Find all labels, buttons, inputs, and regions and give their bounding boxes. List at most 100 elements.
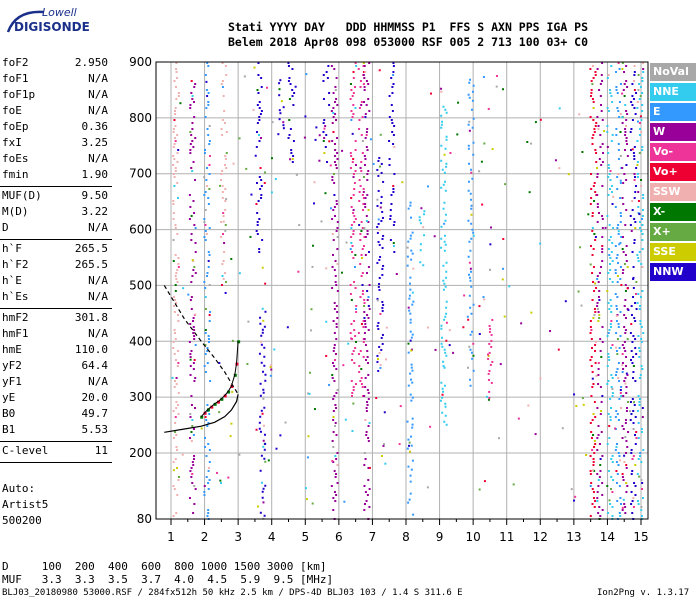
- echo-dot: [491, 318, 494, 321]
- echo-dot: [365, 131, 368, 133]
- echo-dot: [332, 446, 335, 448]
- echo-dot: [592, 107, 595, 109]
- echo-dot: [487, 378, 490, 381]
- echo-dot: [619, 311, 622, 313]
- echo-dot: [624, 382, 627, 385]
- echo-dot: [270, 368, 273, 371]
- echo-dot: [174, 110, 177, 112]
- echo-dot: [172, 131, 175, 133]
- echo-dot: [608, 239, 611, 241]
- param-row-foE: foE N/A: [0, 104, 112, 120]
- echo-dot: [173, 386, 176, 388]
- echo-dot: [452, 351, 455, 354]
- echo-dot: [223, 251, 226, 253]
- echo-dot: [593, 182, 596, 184]
- echo-dot: [610, 185, 613, 187]
- echo-dot: [636, 302, 639, 304]
- echo-dot: [470, 222, 473, 225]
- echo-dot: [630, 314, 633, 316]
- echo-dot: [632, 278, 635, 280]
- echo-dot: [380, 454, 383, 457]
- echo-dot: [618, 398, 621, 400]
- echo-dot: [633, 179, 636, 181]
- echo-dot: [207, 338, 210, 340]
- echo-dot: [291, 158, 294, 160]
- echo-dot: [359, 263, 362, 265]
- echo-dot: [232, 162, 235, 165]
- echo-dot: [360, 134, 363, 136]
- echo-dot: [593, 469, 596, 472]
- echo-dot: [639, 95, 642, 97]
- echo-dot: [624, 422, 627, 424]
- y-tick-label: 600: [129, 223, 152, 237]
- echo-dot: [192, 326, 195, 328]
- echo-dot: [591, 272, 594, 274]
- echo-dot: [335, 77, 338, 79]
- echo-dot: [617, 452, 620, 454]
- echo-dot: [592, 101, 595, 103]
- echo-dot: [617, 233, 620, 235]
- echo-dot: [190, 281, 193, 283]
- echo-dot: [594, 350, 597, 352]
- legend-item-x-minus: X-: [650, 203, 696, 221]
- echo-dot: [368, 110, 371, 112]
- echo-dot: [634, 434, 637, 436]
- echo-dot: [638, 251, 641, 253]
- echo-dot: [221, 80, 224, 82]
- auto-program: Artist5: [2, 498, 49, 511]
- parameter-panel: foF2 2.950 foF1 N/A foF1p N/A foE N/A foEp 0.…: [0, 56, 112, 465]
- echo-dot: [257, 62, 260, 64]
- echo-dot: [331, 287, 334, 289]
- echo-dot: [407, 465, 410, 468]
- echo-dot: [193, 503, 196, 505]
- echo-dot: [419, 222, 422, 225]
- echo-dot: [219, 184, 222, 187]
- echo-dot: [597, 434, 600, 436]
- echo-dot: [610, 311, 613, 313]
- echo-dot: [612, 227, 615, 229]
- echo-dot: [596, 497, 599, 499]
- echo-dot: [377, 218, 380, 221]
- echo-dot: [470, 198, 473, 201]
- echo-dot: [600, 410, 603, 412]
- echo-dot: [221, 62, 224, 64]
- echo-dot: [287, 80, 290, 82]
- echo-dot: [262, 424, 265, 427]
- echo-dot: [444, 414, 447, 417]
- echo-dot: [619, 155, 622, 157]
- echo-dot: [445, 135, 448, 138]
- echo-dot: [469, 333, 472, 336]
- echo-dot: [336, 482, 339, 484]
- echo-dot: [596, 116, 599, 118]
- echo-dot: [255, 182, 258, 184]
- echo-dot: [468, 96, 471, 99]
- echo-dot: [191, 275, 194, 277]
- echo-dot: [487, 107, 490, 110]
- echo-dot: [189, 152, 192, 154]
- echo-dot: [599, 458, 602, 460]
- echo-dot: [590, 95, 593, 97]
- echo-dot: [591, 212, 594, 214]
- echo-dot: [177, 197, 180, 199]
- echo-dot: [470, 207, 473, 210]
- echo-dot: [288, 119, 291, 121]
- echo-dot: [410, 468, 413, 471]
- echo-dot: [445, 321, 448, 324]
- param-row-yE: yE 20.0: [0, 391, 112, 407]
- echo-dot: [360, 170, 363, 172]
- echo-dot: [599, 515, 602, 517]
- echo-dot: [472, 231, 475, 234]
- echo-dot: [332, 320, 335, 322]
- echo-dot: [207, 509, 210, 511]
- echo-dot: [358, 128, 361, 130]
- echo-dot: [205, 233, 208, 235]
- echo-dot: [264, 171, 267, 174]
- echo-dot: [410, 336, 413, 339]
- echo-dot: [638, 475, 641, 478]
- echo-dot: [636, 140, 639, 142]
- echo-dot: [407, 438, 410, 441]
- echo-dot: [238, 137, 241, 140]
- echo-dot: [410, 216, 413, 219]
- echo-dot: [368, 62, 371, 64]
- echo-dot: [596, 68, 599, 70]
